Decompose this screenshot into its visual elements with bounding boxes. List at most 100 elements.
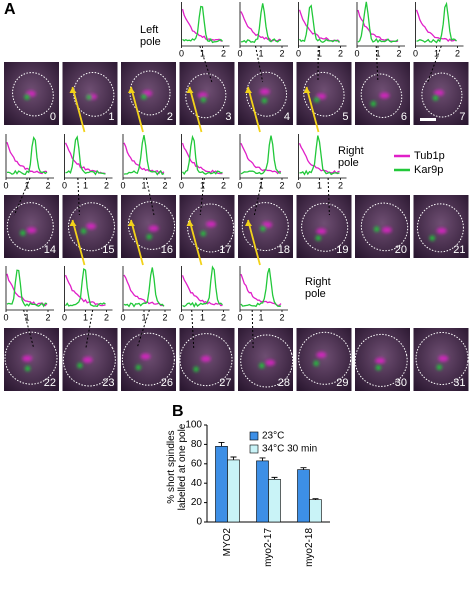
profile-plot: 0 1 2 <box>120 266 171 322</box>
cell-outline <box>187 203 235 253</box>
tub1p-signal <box>316 228 327 235</box>
tick-label: 0 <box>296 180 301 190</box>
bar <box>215 446 228 523</box>
kar9p-signal <box>375 365 382 371</box>
kar9p-profile <box>181 134 223 176</box>
y-tick-label: 60 <box>191 458 203 469</box>
arrow <box>247 219 261 266</box>
tick-label: 1 <box>141 180 146 190</box>
tick-label: 0 <box>179 180 184 190</box>
error-bar <box>230 456 237 460</box>
y-tick-label: 20 <box>191 497 203 508</box>
micrograph-bg <box>296 195 352 258</box>
kar9p-profile <box>64 268 106 308</box>
tick-label: 2 <box>45 180 50 190</box>
bar <box>268 479 281 523</box>
cell-outline <box>121 332 175 386</box>
frame-number: 17 <box>219 244 231 256</box>
tick-label: 2 <box>396 48 401 58</box>
arrow-head <box>303 87 311 93</box>
arrow-head <box>69 87 77 93</box>
micrograph: 31 <box>413 328 469 391</box>
tick-label: 2 <box>279 48 284 58</box>
left-pole-label: Left pole <box>140 24 161 48</box>
frame-number: 3 <box>225 111 231 123</box>
tub1p-profile <box>64 274 106 307</box>
frame-number: 7 <box>459 111 465 123</box>
arrow <box>71 219 86 266</box>
profile-plot: 0 1 2 <box>62 266 113 322</box>
micrograph: 4 <box>238 62 293 125</box>
kar9p-signal <box>429 235 435 241</box>
micrograph: 28 <box>238 328 294 391</box>
kar9p-profile <box>182 265 223 308</box>
cell-outline <box>303 71 345 117</box>
y-tick-label: 80 <box>191 439 203 450</box>
connector <box>85 309 94 349</box>
tub1p-profile <box>123 274 165 307</box>
tick-label: 0 <box>179 48 184 58</box>
kar9p-profile <box>65 135 106 176</box>
tick-label: 0 <box>354 48 359 58</box>
kar9p-signal <box>20 230 26 236</box>
tub1p-signal <box>375 357 386 364</box>
micrograph: 2 <box>121 62 176 125</box>
kar9p-profile <box>6 135 48 176</box>
tub1p-profile <box>181 142 223 175</box>
tick-label: 0 <box>62 312 67 322</box>
tub1p-signal <box>316 351 327 358</box>
kar9p-profile <box>240 3 282 44</box>
cell-outline <box>179 333 233 387</box>
micrograph: 7 <box>413 62 469 125</box>
tick-label: 1 <box>258 312 263 322</box>
legend-swatch <box>249 444 259 454</box>
tick-label: 1 <box>375 48 380 58</box>
kar9p-profile <box>123 134 165 176</box>
kar9p-signal <box>374 226 380 232</box>
tick-label: 1 <box>83 180 88 190</box>
error-bar <box>312 498 319 500</box>
kar9p-signal <box>25 365 31 372</box>
micrograph: 19 <box>296 195 352 258</box>
tick-label: 2 <box>279 180 284 190</box>
arrow-head <box>245 220 252 226</box>
tub1p-signal <box>22 355 33 362</box>
legend-swatch <box>249 431 259 441</box>
kar9p-signal <box>86 94 92 100</box>
profile-plot: 0 1 2 <box>237 2 288 58</box>
frame-number: 30 <box>395 377 407 389</box>
tub1p-profile <box>123 142 165 175</box>
tick-label: 2 <box>221 48 226 58</box>
tick-label: 1 <box>24 312 29 322</box>
tick-label: 2 <box>338 180 343 190</box>
tick-label: 0 <box>179 312 184 322</box>
micrograph: 22 <box>4 328 59 391</box>
frame-number: 6 <box>401 111 407 123</box>
connector <box>136 309 150 349</box>
micrograph-bg <box>179 195 235 258</box>
tub1p-signal <box>262 221 273 228</box>
arrow <box>188 86 203 133</box>
frame-number: 19 <box>336 244 348 256</box>
cell-outline <box>354 333 408 387</box>
tick-label: 1 <box>317 48 322 58</box>
tub1p-profile <box>240 142 282 175</box>
tick-label: 0 <box>120 312 125 322</box>
tick-label: 2 <box>279 312 284 322</box>
cell-outline <box>4 331 58 385</box>
tick-label: 2 <box>221 180 226 190</box>
error-bar <box>271 476 278 480</box>
frame-number: 16 <box>161 244 173 256</box>
error-bar <box>218 442 225 447</box>
scale-bar <box>420 118 436 121</box>
tick-label: 2 <box>338 48 343 58</box>
bar <box>256 460 269 523</box>
tick-label: 2 <box>162 312 167 322</box>
micrograph: 17 <box>179 195 235 258</box>
kar9p-profile <box>240 268 282 308</box>
micrograph: 1 <box>62 62 118 125</box>
kar9p-profile <box>123 267 165 308</box>
x-tick-label: MYO2 <box>222 528 233 557</box>
arrow-head <box>128 220 135 226</box>
cell-outline <box>360 73 403 118</box>
